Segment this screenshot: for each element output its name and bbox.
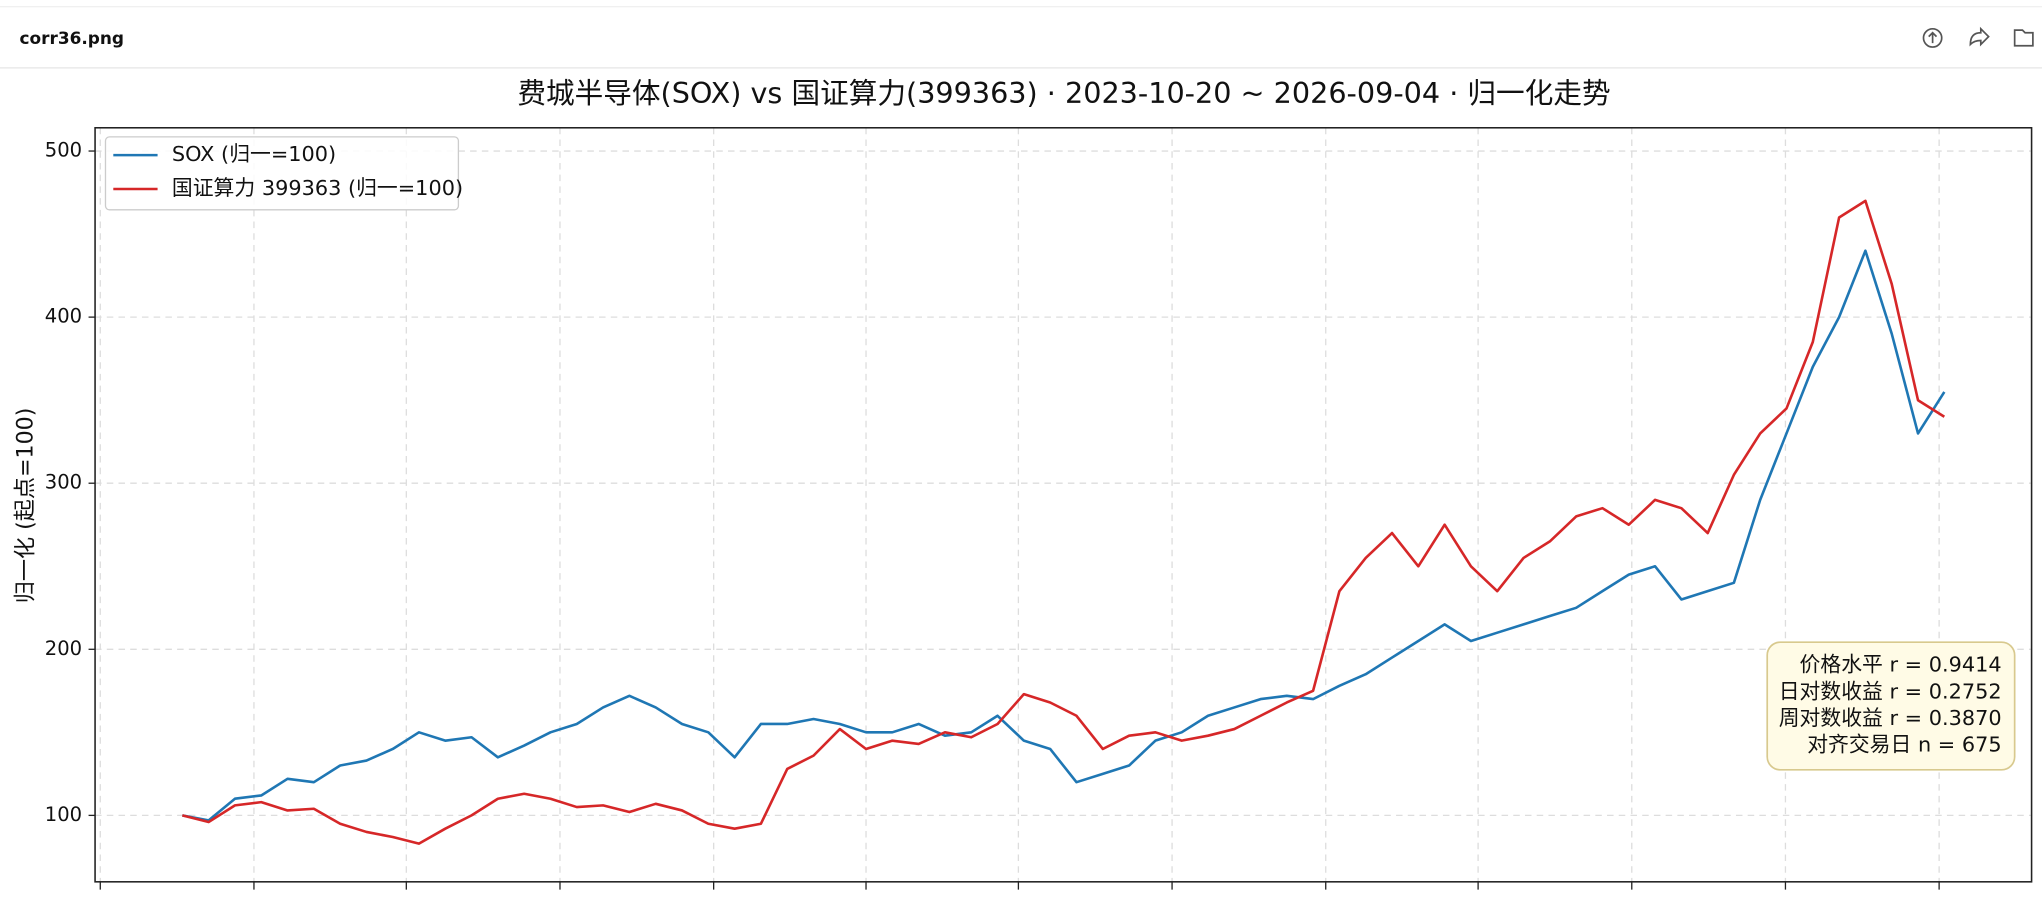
y-tick-label: 200 [45, 637, 82, 660]
plot [182, 199, 1946, 845]
y-tick-label: 300 [45, 471, 82, 494]
series-line [182, 249, 1946, 822]
grid [95, 127, 2032, 882]
legend-label: SOX (归一=100) [172, 142, 336, 166]
chart-title: 费城半导体(SOX) vs 国证算力(399363) · 2023-10-20 … [517, 76, 1610, 110]
legend: SOX (归一=100) 国证算力 399363 (归一=100) [104, 136, 463, 211]
y-tick-label: 400 [45, 305, 82, 328]
plot-frame [94, 127, 2033, 883]
folder-icon[interactable] [2013, 29, 2034, 47]
annotation-box [1766, 641, 2016, 771]
y-axis-label: 归一化 (起点=100) [13, 408, 39, 604]
series-line [182, 199, 1946, 845]
annotation-line: 日对数收益 r = 0.2752 [1779, 679, 2002, 703]
annotation-line: 周对数收益 r = 0.3870 [1779, 706, 2002, 730]
annotation-line: 价格水平 r = 0.9414 [1800, 653, 2002, 677]
legend-box [104, 136, 460, 211]
annotation-line: 对齐交易日 n = 675 [1807, 733, 2001, 757]
legend-label: 国证算力 399363 (归一=100) [172, 176, 463, 200]
share-icon[interactable] [1969, 26, 1990, 47]
upload-icon[interactable] [1922, 27, 1943, 48]
filename: corr36.png [20, 28, 125, 48]
toolbar [0, 0, 2042, 68]
y-tick-label: 500 [45, 139, 82, 162]
y-tick-label: 100 [45, 803, 82, 826]
